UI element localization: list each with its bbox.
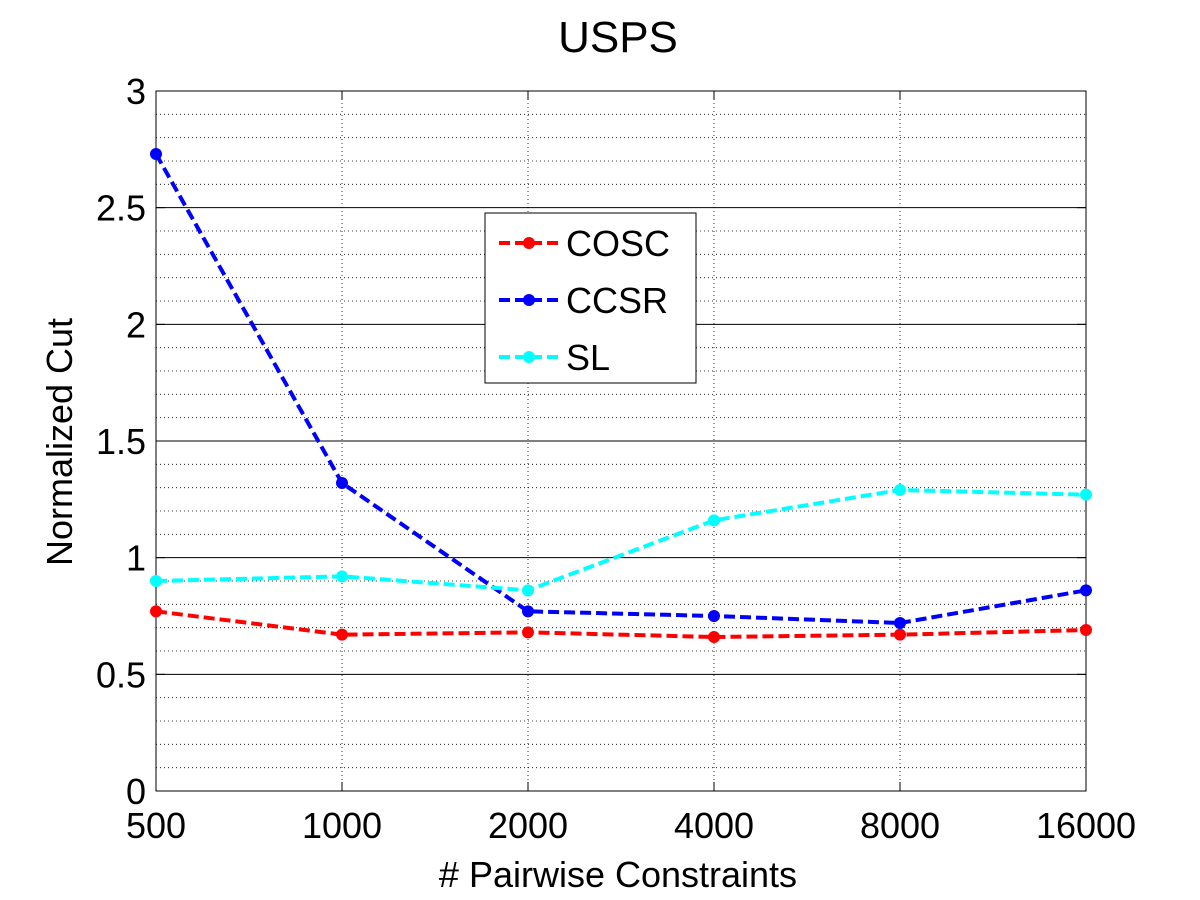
data-point-cosc [708,631,720,643]
y-axis-label: Normalized Cut [39,318,80,566]
y-tick-label: 1.5 [96,421,146,462]
data-point-sl [150,575,162,587]
x-tick-labels: 500 1000 2000 4000 8000 16000 [126,805,1136,846]
legend-label: CCSR [566,280,668,321]
y-tick-label: 0 [126,771,146,812]
x-tick-label: 16000 [1036,805,1136,846]
y-tick-label: 0.5 [96,654,146,695]
data-point-ccsr [336,477,348,489]
legend-entry-cosc: COSC [499,223,670,264]
x-tick-label: 8000 [860,805,940,846]
y-tick-labels: 0 0.5 1 1.5 2 2.5 3 [96,71,146,812]
legend-marker [523,351,535,363]
series-line-ccsr [154,153,1087,626]
legend-label: COSC [566,223,670,264]
chart-title: USPS [558,13,678,62]
data-point-cosc [894,628,906,641]
data-point-cosc [1080,624,1092,636]
data-point-sl [336,570,348,583]
y-tick-label: 2 [126,304,146,345]
legend-marker [523,294,535,306]
y-tick-label: 3 [126,71,146,112]
legend-label: SL [566,337,610,378]
data-point-cosc [336,628,348,641]
data-point-ccsr [708,610,720,622]
x-tick-label: 500 [126,805,186,846]
data-point-sl [1080,488,1092,501]
data-point-ccsr [522,605,534,618]
data-point-ccsr [150,148,162,160]
data-point-ccsr [894,617,906,629]
x-tick-label: 2000 [488,805,568,846]
data-point-cosc [522,626,534,639]
data-point-cosc [150,605,162,618]
series-line-sl [155,487,1087,593]
data-point-ccsr [1080,584,1092,597]
x-tick-label: 4000 [674,805,754,846]
data-point-sl [894,484,906,496]
axis-ticks [155,90,1087,792]
series-layer [150,148,1092,643]
legend-entry-sl: SL [499,337,610,378]
x-axis-label: # Pairwise Constraints [439,854,797,895]
series-ccsr [150,148,1092,629]
series-line-cosc [155,609,1087,640]
series-cosc [150,605,1092,643]
y-tick-label: 1 [126,538,146,579]
legend-marker [523,237,535,249]
major-grid [156,91,1086,791]
series-sl [150,484,1092,597]
legend-entry-ccsr: CCSR [499,280,668,321]
x-tick-label: 1000 [302,805,382,846]
y-tick-label: 2.5 [96,188,146,229]
data-point-sl [708,514,720,527]
legend: COSC CCSR SL [484,212,697,384]
data-point-sl [522,584,534,597]
